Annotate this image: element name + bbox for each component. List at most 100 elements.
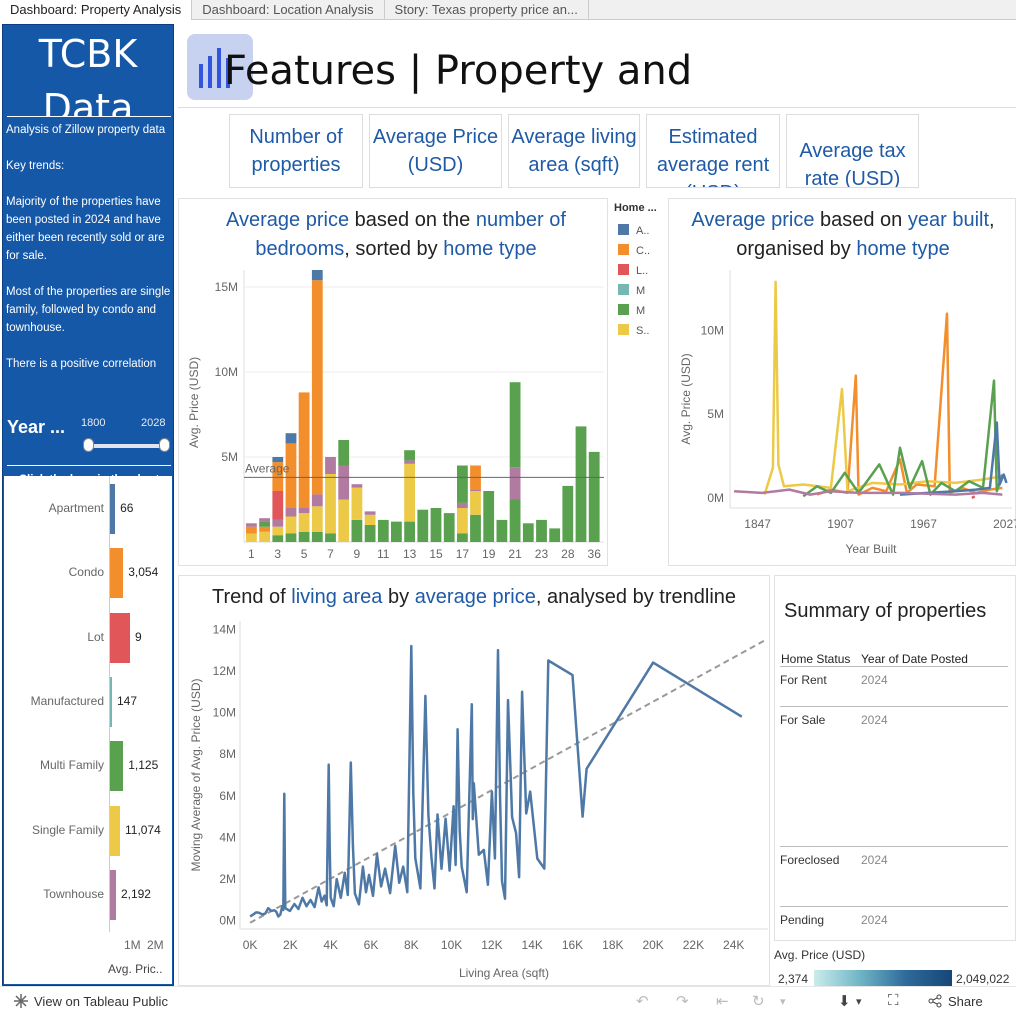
summary-row[interactable]: Foreclosed 2024 [780,846,1008,906]
bar-segment [259,526,270,532]
bar-segment [404,463,415,522]
bar-segment [311,494,323,507]
kpi-label: Average tax rate (USD) [799,140,906,188]
x-tick-label: 7 [327,547,334,561]
share-button[interactable]: Share [948,994,983,1009]
chevron-down-icon[interactable]: ▾ [780,996,786,1008]
home-type-bar[interactable] [110,484,116,534]
home-type-bar[interactable] [110,869,116,920]
legend-item[interactable]: A.. [618,224,649,237]
kpi-label: Average living area (sqft) [511,126,637,176]
legend-item[interactable]: S.. [618,324,649,337]
home-type-bar-row[interactable]: Manufactured 147 [4,676,172,727]
trendline [249,638,767,924]
legend-item[interactable]: M [618,304,645,317]
x-tick-label: 12K [481,938,502,952]
legend-item[interactable]: C.. [618,244,650,257]
tab-strip: Dashboard: Property Analysis Dashboard: … [0,0,1016,20]
tab-story[interactable]: Story: Texas property price an... [385,0,589,20]
legend-item[interactable]: L.. [618,264,648,277]
y-tick-label: 0M [219,914,236,928]
bar-segment [391,521,402,542]
bar-segment [364,511,376,515]
view-on-tableau-link[interactable]: View on Tableau Public [34,994,168,1009]
bar-segment [259,531,270,542]
color-legend-title: Avg. Price (USD) [774,948,866,962]
bar-segment [509,499,521,542]
summary-row[interactable]: For Sale 2024 [780,706,1008,846]
refresh-icon[interactable]: ↻ [752,993,765,1010]
trend-text-3: There is a positive correlation [6,358,157,370]
x-tick-label: 1907 [827,517,854,531]
summary-row[interactable]: Pending 2024 [780,906,1008,936]
bar-segment [364,514,376,525]
revert-icon[interactable]: ⇤ [716,993,729,1010]
x-tick-label: 23 [535,547,549,561]
title-part: Trend of [211,586,292,608]
bar-segment [338,499,350,542]
bar-chart-icon [199,48,230,88]
summary-status: Foreclosed [780,853,840,867]
bar-segment [443,513,455,542]
x-tick-label: 10K [441,938,462,952]
home-type-bar[interactable] [110,676,112,727]
kpi-estimated-rent: Estimated average rent (USD) [646,114,780,188]
bar-segment [272,491,284,520]
year-slider-track[interactable] [90,444,166,448]
bedroom-chart-title: Average price based on the number of bed… [190,206,602,264]
download-icon[interactable]: ⬇ [838,993,851,1010]
home-type-bar-row[interactable]: Lot 9 [4,612,172,663]
legend-item[interactable]: M [618,284,645,297]
title-part: organised by [736,238,857,260]
redo-icon[interactable]: ↷ [676,993,689,1010]
x-tick-label: 5 [301,547,308,561]
year-slider-min-handle[interactable] [83,438,94,452]
home-type-bar-row[interactable]: Single Family 11,074 [4,805,172,856]
x-tick-label: 2K [283,938,298,952]
bar-segment [338,440,350,466]
tab-property-analysis[interactable]: Dashboard: Property Analysis [0,0,193,20]
home-type-bar-row[interactable]: Townhouse 2,192 [4,869,172,920]
bar-segment [325,533,336,542]
bar-segment [246,526,257,534]
home-type-bar-row[interactable]: Condo 3,054 [4,548,172,599]
home-type-bar[interactable] [110,548,124,599]
home-type-bar-row[interactable]: Multi Family 1,125 [4,741,172,792]
y-tick-label: 6M [219,789,236,803]
y-tick-label: 8M [219,747,236,761]
home-type-label: Condo [68,565,104,580]
chevron-down-icon[interactable]: ▾ [856,996,862,1008]
moving-average-line [249,644,743,918]
home-type-bar[interactable] [110,612,130,663]
legend-swatch [618,304,629,315]
home-type-bar[interactable] [110,741,124,792]
x-tick-label: 14K [522,938,543,952]
bar-segment [509,467,521,500]
bar-segment [430,508,442,542]
bar-segment [259,521,270,527]
home-type-bar[interactable] [110,805,120,856]
y-tick-label: 14M [213,622,236,636]
divider [7,116,171,117]
bar-segment [457,533,468,542]
bar-segment [417,509,429,542]
title-part: home type [856,238,950,260]
share-icon[interactable] [928,994,942,1008]
x-tick-label: 1967 [910,517,937,531]
page-title-main: Features [224,48,396,94]
bar-segment [272,519,284,527]
x-tick-label: 13 [403,547,417,561]
bar-segment [272,535,284,542]
bar-segment [522,523,534,542]
bar-segment [377,519,389,542]
home-type-bar-row[interactable]: Apartment 66 [4,484,172,534]
tab-location-analysis[interactable]: Dashboard: Location Analysis [192,0,385,20]
year-slider-max-handle[interactable] [159,438,170,452]
summary-year: 2024 [861,713,888,727]
undo-icon[interactable]: ↶ [636,993,649,1010]
color-legend-min: 2,374 [778,972,809,986]
fullscreen-icon[interactable]: ⛶ [888,992,899,1009]
bar-segment [311,506,323,532]
x-tick-label: 22K [683,938,704,952]
summary-row[interactable]: For Rent 2024 [780,666,1008,706]
